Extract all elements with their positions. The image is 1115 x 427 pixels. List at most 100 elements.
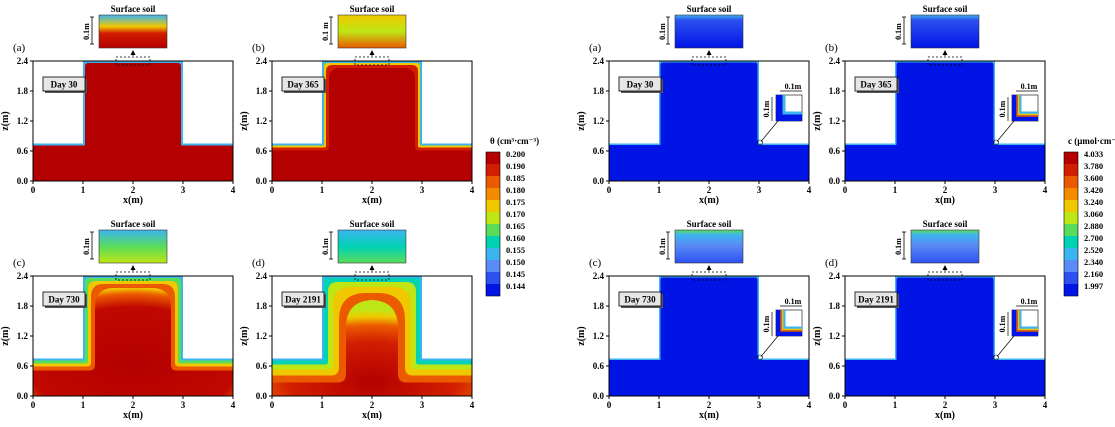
corner-band-outer xyxy=(782,310,802,330)
y-tick-label: 0.0 xyxy=(256,176,268,186)
colorbar-tick-label: 3.060 xyxy=(1084,209,1103,219)
surface-inset-title: Surface soil xyxy=(111,219,156,229)
y-tick-label: 2.4 xyxy=(593,56,605,66)
panel-labels: (b) Day 365 xyxy=(252,42,390,93)
y-axis-label: z(m) xyxy=(812,326,823,345)
corner-band-outer xyxy=(1018,95,1038,115)
x-tick-label: 3 xyxy=(420,400,425,410)
surface-inset: Surface soil 0.1m xyxy=(82,219,168,264)
corner-band-mid xyxy=(1017,95,1038,116)
day-box xyxy=(42,76,86,92)
panel-letter: (c) xyxy=(13,257,26,269)
y-axis-label: z(m) xyxy=(239,111,250,130)
panel-letter: (b) xyxy=(825,42,838,54)
theta-0-axes: 0 1 2 3 4 0.0 0.6 1.2 1.8 2.4 x(m) z(m) xyxy=(0,56,236,206)
surface-inset-title: Surface soil xyxy=(111,4,156,14)
colorbar-swatch xyxy=(486,284,500,296)
colorbar-swatch xyxy=(1064,260,1078,272)
x-tick-label: 3 xyxy=(757,400,762,410)
surface-inset-title: Surface soil xyxy=(350,4,395,14)
y-tick-label: 0.0 xyxy=(256,391,268,401)
field-interior xyxy=(845,277,1045,396)
day-label: Day 30 xyxy=(51,80,78,90)
x-tick-label: 1 xyxy=(320,185,325,195)
colorbar-tick-label: 2.880 xyxy=(1084,221,1103,231)
x-tick-label: 0 xyxy=(843,400,848,410)
theta-2-axes: 0 1 2 3 4 0.0 0.6 1.2 1.8 2.4 x(m) z(m) xyxy=(0,271,236,421)
theta-3-axes: 0 1 2 3 4 0.0 0.6 1.2 1.8 2.4 x(m) z(m) xyxy=(239,271,475,421)
x-axis-label: x(m) xyxy=(123,195,143,206)
surface-inset-title: Surface soil xyxy=(923,219,968,229)
x-axis-label: x(m) xyxy=(935,410,955,421)
colorbar-swatch xyxy=(486,224,500,236)
colorbar-swatch xyxy=(486,248,500,260)
y-axis-label: z(m) xyxy=(0,111,11,130)
colorbar-swatch xyxy=(486,260,500,272)
surface-inset-field xyxy=(337,229,407,264)
x-axis-label: x(m) xyxy=(699,195,719,206)
corner-band-mid xyxy=(1017,310,1038,331)
day-label: Day 2191 xyxy=(858,295,894,305)
x-tick-label: 4 xyxy=(807,185,812,195)
panel-labels: (c) Day 730 xyxy=(13,257,151,308)
x-tick-label: 3 xyxy=(420,185,425,195)
x-tick-label: 4 xyxy=(807,400,812,410)
y-tick-label: 0.0 xyxy=(17,176,29,186)
y-axis-label: z(m) xyxy=(576,326,587,345)
surface-inset: Surface soil 0.1m xyxy=(894,219,980,264)
colorbar-tick-label: 1.997 xyxy=(1084,281,1104,291)
surface-inset-field xyxy=(98,229,168,264)
colorbar-tick-label: 3.240 xyxy=(1084,197,1103,207)
inset-scale-label: 0.1m xyxy=(321,238,330,255)
corner-focus xyxy=(993,354,999,361)
day-label: Day 365 xyxy=(287,80,319,90)
x-tick-label: 0 xyxy=(843,185,848,195)
corner-focus xyxy=(993,139,999,146)
arrow-head xyxy=(130,50,136,55)
y-tick-label: 1.8 xyxy=(17,86,29,96)
x-tick-label: 1 xyxy=(893,400,898,410)
surface-inset: Surface soil 0.1 m xyxy=(321,4,407,49)
inset-marker xyxy=(691,56,727,66)
day-label: Day 730 xyxy=(624,295,656,305)
corner-scale-label-v: 0.1m xyxy=(998,315,1007,332)
x-tick-label: 1 xyxy=(320,400,325,410)
panel-labels: (b) Day 365 xyxy=(825,42,963,93)
colorbar-swatch xyxy=(1064,272,1078,284)
corner-band-outer xyxy=(1018,310,1038,330)
surface-inset-field xyxy=(674,229,744,264)
y-tick-label: 1.8 xyxy=(829,301,841,311)
y-tick-label: 2.4 xyxy=(256,271,268,281)
panel-letter: (a) xyxy=(589,42,602,54)
colorbar-tick-label: 0.145 xyxy=(506,269,525,279)
colorbar-tick-label: 0.180 xyxy=(506,185,525,195)
arrow-head xyxy=(706,265,712,270)
colorbar-title: θ (cm³·cm⁻³) xyxy=(490,136,539,146)
x-tick-label: 2 xyxy=(370,185,375,195)
corner-pointer xyxy=(760,120,779,142)
x-tick-label: 4 xyxy=(231,400,236,410)
y-tick-label: 0.6 xyxy=(829,361,841,371)
colorbar-tick-label: 3.780 xyxy=(1084,161,1103,171)
inset-scale-label: 0.1 m xyxy=(321,22,330,41)
y-tick-label: 1.8 xyxy=(593,301,605,311)
corner-scale-label-h: 0.1m xyxy=(785,82,802,91)
inset-marker xyxy=(115,271,151,281)
surface-inset: Surface soil 0.1m xyxy=(658,4,744,49)
y-tick-label: 0.6 xyxy=(17,361,29,371)
y-tick-label: 0.6 xyxy=(593,146,605,156)
arrow-head xyxy=(942,50,948,55)
c_figure-colorbar: c (μmol·cm⁻³) 4.033 3.780 3.600 3.420 3.240 3.… xyxy=(1063,136,1115,297)
corner-scale-label-h: 0.1m xyxy=(1021,82,1038,91)
x-tick-label: 1 xyxy=(81,400,86,410)
c-0-axes: 0 1 2 3 4 0.0 0.6 1.2 1.8 2.4 x(m) z(m) xyxy=(576,56,812,206)
x-tick-label: 2 xyxy=(943,400,948,410)
y-tick-label: 1.2 xyxy=(256,116,268,126)
y-tick-label: 1.8 xyxy=(256,301,268,311)
corner-inset: 0.1m 0.1m xyxy=(757,297,803,361)
surface-inset: Surface soil 0.1m xyxy=(894,4,980,49)
inset-scale-label: 0.1m xyxy=(894,238,903,255)
surface-inset-field xyxy=(910,229,980,264)
